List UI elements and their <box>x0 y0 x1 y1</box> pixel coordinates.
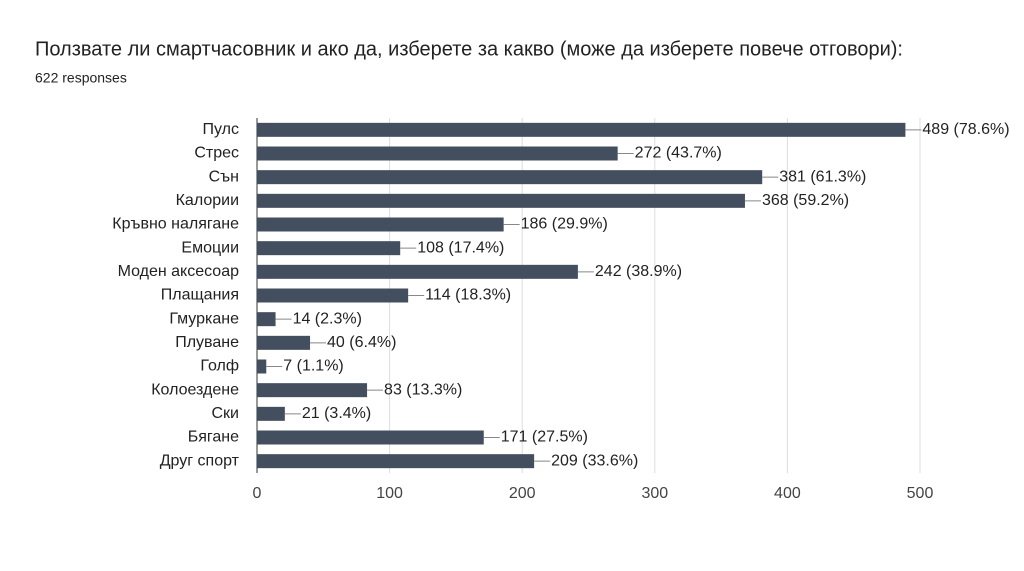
bar <box>257 122 906 137</box>
y-tick-label: Емоции <box>181 239 239 256</box>
x-tick-label: 300 <box>641 485 668 502</box>
bar <box>257 383 368 398</box>
data-label: 381 (61.3%) <box>779 168 866 185</box>
y-tick-label: Бягане <box>188 429 239 446</box>
x-tick-label: 0 <box>253 485 262 502</box>
data-label: 21 (3.4%) <box>302 405 371 422</box>
data-label: 209 (33.6%) <box>551 452 638 469</box>
y-tick-label: Кръвно налягане <box>112 216 239 233</box>
bar <box>257 359 267 374</box>
bar <box>257 312 276 327</box>
x-tick-label: 100 <box>376 485 403 502</box>
data-label: 83 (13.3%) <box>384 381 462 398</box>
bar <box>257 170 763 185</box>
data-label: 272 (43.7%) <box>635 145 722 162</box>
bar <box>257 406 285 421</box>
data-label: 489 (78.6%) <box>922 121 1009 138</box>
bar <box>257 430 484 445</box>
bar <box>257 146 618 161</box>
y-tick-label: Моден аксесоар <box>118 263 240 280</box>
x-tick-label: 500 <box>907 485 934 502</box>
bar <box>257 217 504 232</box>
data-label: 171 (27.5%) <box>501 429 588 446</box>
data-label: 114 (18.3%) <box>425 287 511 304</box>
data-label: 186 (29.9%) <box>521 216 608 233</box>
y-tick-label: Колоездене <box>151 381 239 398</box>
bar <box>257 264 578 279</box>
data-label: 368 (59.2%) <box>762 192 849 209</box>
y-tick-label: Гмуркане <box>169 310 239 327</box>
y-tick-label: Стрес <box>194 145 239 162</box>
bar <box>257 241 401 256</box>
y-tick-label: Ски <box>212 405 240 422</box>
bar <box>257 454 535 469</box>
bar <box>257 193 745 208</box>
y-tick-label: Друг спорт <box>160 452 240 469</box>
data-label: 242 (38.9%) <box>595 263 682 280</box>
bar <box>257 288 409 303</box>
data-label: 14 (2.3%) <box>293 310 362 327</box>
y-tick-label: Плащания <box>161 287 239 304</box>
bar <box>257 335 311 350</box>
y-tick-label: Сън <box>209 168 239 185</box>
y-tick-label: Калории <box>176 192 239 209</box>
chart-title: Ползвате ли смартчасовник и ако да, избе… <box>35 38 903 60</box>
chart-subtitle: 622 responses <box>35 70 127 86</box>
data-label: 7 (1.1%) <box>283 358 343 375</box>
data-label: 108 (17.4%) <box>417 239 504 256</box>
y-tick-label: Пулс <box>203 121 239 138</box>
x-tick-label: 200 <box>509 485 536 502</box>
y-tick-label: Голф <box>200 358 239 375</box>
data-label: 40 (6.4%) <box>327 334 396 351</box>
y-tick-label: Плуване <box>175 334 239 351</box>
x-tick-label: 400 <box>774 485 801 502</box>
